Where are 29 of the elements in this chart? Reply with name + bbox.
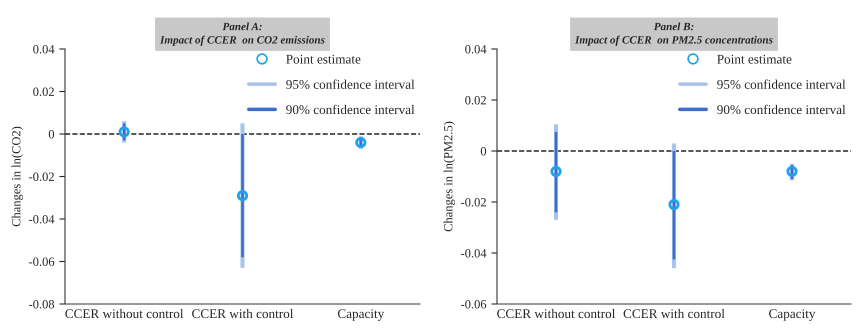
y-tick-label: 0.02 xyxy=(33,88,54,96)
y-tick-label: -0.06 xyxy=(461,300,486,309)
chart-title: Panel A: Impact of CCER on CO2 emissions xyxy=(160,22,325,46)
y-tick-label: 0.04 xyxy=(465,45,486,54)
x-tick-label: CCER with control xyxy=(624,308,725,318)
legend-label: 90% confidence interval xyxy=(286,104,414,114)
y-tick-label: 0 xyxy=(480,147,486,156)
y-tick-label: 0.02 xyxy=(465,96,486,105)
y-axis-title: Changes in ln(CO2) xyxy=(12,126,23,226)
legend-label: 95% confidence interval xyxy=(286,79,414,89)
y-tick-label: 0 xyxy=(48,130,54,138)
y-tick-label: 0.04 xyxy=(33,45,54,54)
legend-label: 95% confidence interval xyxy=(717,79,846,89)
chart-title: Panel B: Impact of CCER on PM2.5 concentrations xyxy=(574,22,773,46)
x-tick-label: Capacity xyxy=(338,309,384,321)
y-tick-label: -0.06 xyxy=(29,258,54,266)
legend-label: Point estimate xyxy=(717,54,792,64)
legend-label: 90% confidence interval xyxy=(717,104,846,114)
y-tick-label: -0.04 xyxy=(29,215,54,224)
legend-label: Point estimate xyxy=(286,54,360,64)
x-tick-label: Capacity xyxy=(769,309,816,321)
x-tick-label: CCER with control xyxy=(192,308,294,318)
y-tick-label: -0.08 xyxy=(29,300,54,309)
y-axis-title: Changes in ln(PM2.5) xyxy=(444,122,455,232)
y-tick-label: -0.04 xyxy=(461,249,486,258)
x-tick-label: CCER without control xyxy=(497,308,616,318)
x-tick-label: CCER without control xyxy=(65,308,184,318)
y-tick-label: -0.02 xyxy=(29,172,54,182)
y-tick-label: -0.02 xyxy=(461,198,486,207)
